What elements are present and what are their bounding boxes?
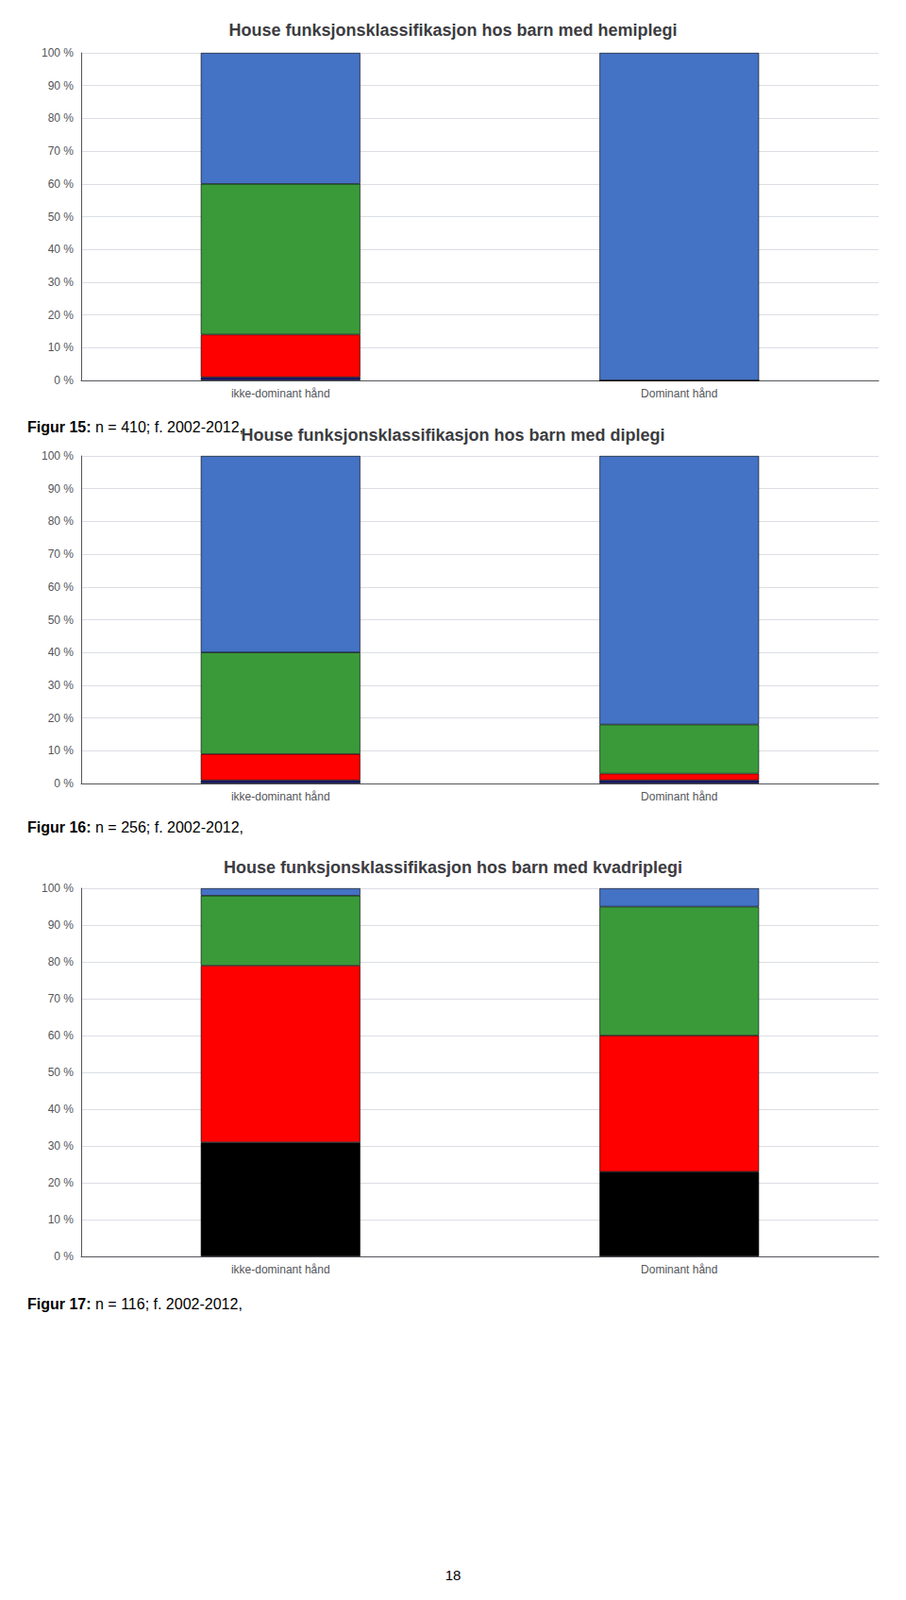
svg-text:10 %: 10 %	[48, 340, 75, 354]
svg-text:60 %: 60 %	[48, 177, 75, 191]
svg-text:n = 116; f. 2002-2012,: n = 116; f. 2002-2012,	[95, 1295, 243, 1312]
svg-text:30 %: 30 %	[48, 678, 75, 692]
svg-text:Figur 15:: Figur 15:	[27, 419, 92, 436]
svg-text:20 %: 20 %	[48, 711, 75, 725]
svg-text:70 %: 70 %	[48, 144, 75, 158]
svg-text:60 %: 60 %	[48, 1028, 75, 1042]
svg-text:10 %: 10 %	[48, 743, 75, 757]
svg-text:70 %: 70 %	[48, 991, 75, 1006]
svg-text:ikke-dominant hånd: ikke-dominant hånd	[231, 1262, 331, 1276]
svg-text:0 %: 0 %	[53, 373, 74, 387]
svg-text:n = 256; f. 2002-2012,: n = 256; f. 2002-2012,	[95, 819, 244, 836]
svg-text:100 %: 100 %	[41, 449, 74, 463]
svg-text:50 %: 50 %	[48, 613, 75, 627]
svg-text:90 %: 90 %	[48, 918, 75, 932]
svg-text:Dominant hånd: Dominant hånd	[640, 789, 718, 804]
svg-text:10 %: 10 %	[48, 1212, 75, 1226]
svg-text:House funksjonsklassifikasjon: House funksjonsklassifikasjon hos barn m…	[228, 20, 677, 40]
svg-text:ikke-dominant hånd: ikke-dominant hånd	[231, 789, 331, 804]
svg-text:30 %: 30 %	[48, 275, 75, 289]
svg-text:0 %: 0 %	[53, 776, 74, 790]
svg-text:ikke-dominant hånd: ikke-dominant hånd	[231, 386, 331, 401]
svg-text:40 %: 40 %	[48, 1102, 75, 1116]
svg-text:20 %: 20 %	[48, 1175, 75, 1190]
svg-text:Figur 16:: Figur 16:	[27, 819, 92, 836]
svg-text:0 %: 0 %	[53, 1249, 74, 1263]
svg-text:100 %: 100 %	[41, 46, 74, 60]
svg-text:90 %: 90 %	[48, 79, 75, 93]
svg-text:70 %: 70 %	[48, 547, 75, 561]
svg-text:Dominant hånd: Dominant hånd	[640, 386, 718, 401]
svg-text:18: 18	[445, 1566, 462, 1583]
svg-text:80 %: 80 %	[48, 955, 75, 969]
svg-text:80 %: 80 %	[48, 111, 75, 125]
svg-text:30 %: 30 %	[48, 1139, 75, 1153]
svg-text:90 %: 90 %	[48, 482, 75, 496]
svg-text:20 %: 20 %	[48, 308, 75, 322]
svg-text:Dominant hånd: Dominant hånd	[640, 1262, 718, 1276]
svg-text:80 %: 80 %	[48, 514, 75, 528]
svg-text:50 %: 50 %	[48, 1065, 75, 1079]
svg-text:60 %: 60 %	[48, 580, 75, 594]
svg-text:n = 410; f. 2002-2012,: n = 410; f. 2002-2012,	[95, 419, 244, 436]
svg-text:100 %: 100 %	[41, 881, 74, 895]
svg-text:50 %: 50 %	[48, 210, 75, 224]
svg-text:40 %: 40 %	[48, 645, 75, 659]
svg-text:House funksjonsklassifikasjon: House funksjonsklassifikasjon hos barn m…	[223, 857, 683, 877]
svg-text:House funksjonsklassifikasjon: House funksjonsklassifikasjon hos barn m…	[240, 425, 665, 445]
svg-text:Figur 17:: Figur 17:	[27, 1295, 92, 1312]
svg-text:40 %: 40 %	[48, 242, 75, 256]
